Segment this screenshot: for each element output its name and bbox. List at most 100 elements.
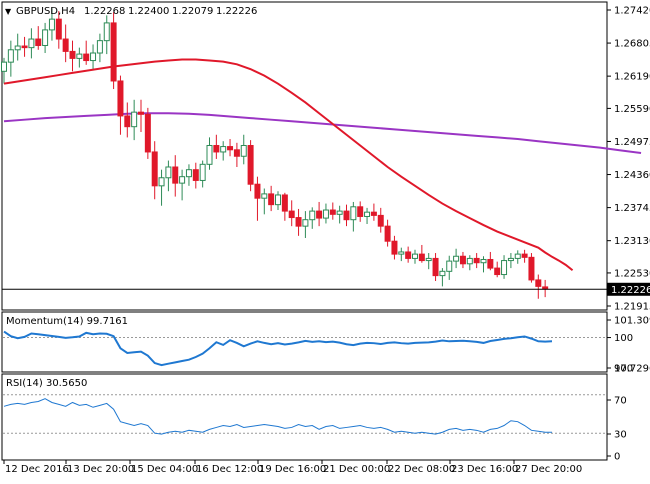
- candle-body: [261, 193, 268, 199]
- candle-body: [459, 255, 466, 265]
- momentum-tick-label: 100: [614, 333, 633, 344]
- slow-moving-average: [3, 112, 642, 155]
- candle-body: [233, 149, 240, 157]
- candle-body: [48, 18, 55, 31]
- rsi-line: [3, 398, 552, 435]
- price-tick-label: 1.25590: [614, 104, 650, 115]
- candle-body: [138, 111, 144, 115]
- price-tick-label: 1.21915: [614, 302, 650, 313]
- time-tick-label: 23 Dec 16:00: [451, 464, 518, 475]
- candle-body: [35, 38, 42, 46]
- time-tick-label: 22 Dec 08:00: [388, 464, 455, 475]
- rsi-panel-frame: [1, 373, 608, 461]
- candle-body: [55, 18, 62, 40]
- candle-body: [288, 210, 295, 219]
- candle-body: [254, 183, 261, 199]
- rsi-title: RSI(14) 30.5650: [6, 378, 87, 389]
- fast-moving-average: [3, 58, 574, 272]
- candle-body: [494, 267, 501, 276]
- low-value: 1.22079: [172, 6, 213, 17]
- candle-body: [151, 151, 158, 187]
- candle-body: [42, 29, 49, 46]
- candle-body: [425, 257, 432, 262]
- time-tick-label: 13 Dec 20:00: [67, 464, 134, 475]
- candle-body: [302, 219, 309, 227]
- candle-body: [487, 258, 494, 269]
- close-value: 1.22226: [216, 6, 257, 17]
- momentum-series: [3, 330, 606, 367]
- candle-body: [364, 211, 371, 217]
- rsi-tick-label: 30: [614, 430, 627, 441]
- candle-body: [466, 257, 473, 265]
- candle-body: [329, 209, 336, 215]
- rsi-tick-label: 70: [614, 396, 627, 407]
- candle-body: [336, 210, 343, 215]
- candle-body: [309, 210, 316, 221]
- candle-body: [14, 45, 21, 51]
- price-tick-label: 1.24360: [614, 170, 650, 181]
- candle-body: [185, 169, 192, 178]
- candle-body: [281, 194, 288, 212]
- price-tick-label: 1.27420: [614, 6, 650, 17]
- open-value: 1.22268: [84, 6, 125, 17]
- candle-body: [398, 251, 405, 255]
- candle-body: [528, 256, 535, 281]
- candle-body: [535, 279, 542, 287]
- candle-body: [412, 253, 418, 259]
- high-value: 1.22400: [128, 6, 169, 17]
- price-tick-label: 1.26805: [614, 39, 650, 50]
- candle-body: [391, 240, 398, 255]
- candle-body: [117, 80, 124, 117]
- candle-body: [69, 50, 76, 59]
- candle-body: [172, 166, 179, 184]
- time-tick-label: 16 Dec 12:00: [196, 464, 263, 475]
- momentum-tick-label: 97.7296: [614, 364, 650, 375]
- candle-body: [473, 257, 480, 264]
- candle-body: [247, 144, 254, 185]
- price-tick-label: 1.23745: [614, 203, 650, 214]
- candle-body: [446, 260, 453, 272]
- fast-ma-line: [3, 58, 574, 272]
- candle-body: [199, 163, 206, 181]
- candle-body: [179, 176, 186, 184]
- candle-body: [350, 206, 357, 221]
- time-tick-label: 27 Dec 20:00: [515, 464, 582, 475]
- time-tick-label: 21 Dec 00:00: [323, 464, 390, 475]
- rsi-axis: 100 70 30 0: [607, 364, 633, 463]
- candle-body: [158, 177, 165, 187]
- momentum-panel-frame: [1, 311, 608, 373]
- momentum-title: Momentum(14) 99.7161: [6, 316, 128, 327]
- candle-body: [165, 166, 172, 179]
- candle-body: [542, 286, 549, 290]
- slow-ma-line: [3, 112, 642, 155]
- candle-body: [453, 255, 460, 262]
- time-tick-label: 15 Dec 04:00: [131, 464, 198, 475]
- candle-body: [220, 146, 227, 153]
- candle-body: [432, 257, 439, 277]
- candle-body: [405, 251, 412, 259]
- candle-body: [507, 257, 514, 262]
- triangle-down-icon: ▼: [5, 7, 12, 16]
- candle-body: [268, 193, 275, 206]
- candle-body: [521, 253, 528, 258]
- rsi-tick-label: 0: [614, 452, 620, 463]
- candle-body: [480, 258, 487, 264]
- candle-body: [295, 217, 302, 227]
- candle-body: [240, 144, 247, 157]
- symbol-label: GBPUSD,H4: [16, 6, 75, 17]
- candle-body: [124, 115, 131, 128]
- candle-body: [131, 111, 138, 128]
- candle-body: [96, 40, 103, 54]
- candle-body: [316, 210, 323, 219]
- momentum-line: [3, 330, 553, 367]
- candle-body: [343, 210, 350, 221]
- candle-body: [370, 211, 377, 216]
- candlesticks: [1, 8, 549, 299]
- price-tick-label: 1.24975: [614, 137, 650, 148]
- candle-body: [418, 253, 425, 262]
- candle-body: [439, 270, 446, 277]
- price-tick-label: 1.22530: [614, 268, 650, 279]
